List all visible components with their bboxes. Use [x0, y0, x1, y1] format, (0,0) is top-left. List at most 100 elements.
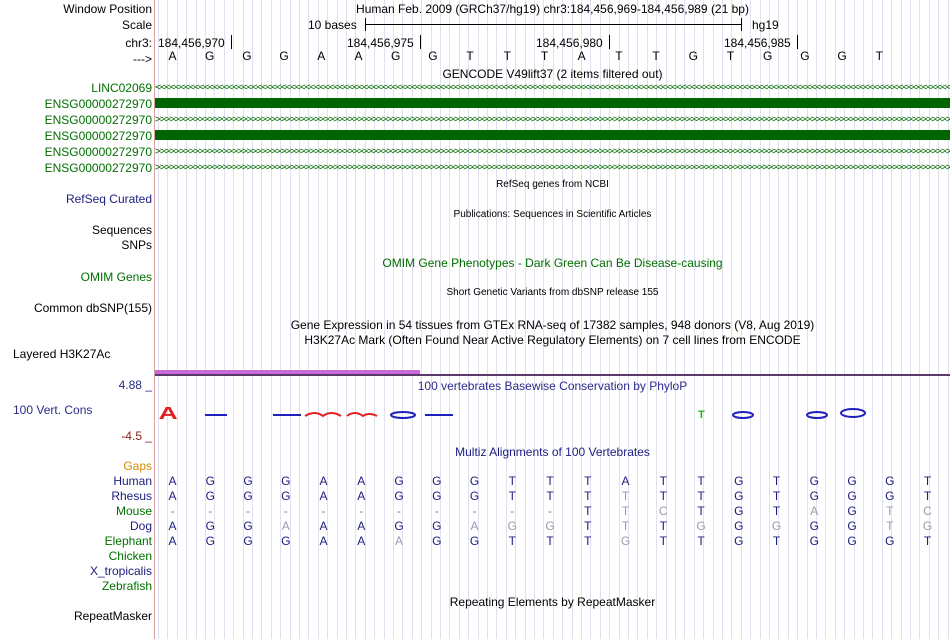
alignment-base: A — [281, 519, 290, 533]
sequences-title[interactable]: Publications: Sequences in Scientific Ar… — [453, 209, 652, 220]
dbsnp-title[interactable]: Short Genetic Variants from dbSNP releas… — [446, 287, 659, 298]
gridline — [703, 0, 704, 639]
alignment-base: T — [546, 534, 554, 548]
snps-label[interactable]: SNPs — [121, 238, 152, 252]
gencode-title[interactable]: GENCODE V49lift37 (2 items filtered out) — [442, 67, 663, 81]
scale-text: 10 bases — [308, 18, 357, 32]
layered-h3k27ac-label[interactable]: Layered H3K27Ac — [13, 347, 111, 361]
multiz-title[interactable]: Multiz Alignments of 100 Vertebrates — [455, 445, 650, 459]
position-tick — [231, 35, 232, 49]
alignment-base: T — [697, 489, 705, 503]
alignment-base: T — [546, 489, 554, 503]
alignment-base: G — [432, 519, 442, 533]
gridline — [750, 0, 751, 639]
gridline — [534, 0, 535, 639]
position-tick — [420, 35, 421, 49]
conservation-logo[interactable]: A T — [155, 398, 950, 424]
gridline — [731, 0, 732, 639]
alignment-base: T — [923, 474, 932, 488]
gridline — [938, 0, 939, 639]
gridline — [891, 0, 892, 639]
omim-title[interactable]: OMIM Gene Phenotypes - Dark Green Can Be… — [382, 256, 723, 270]
repeatmasker-title[interactable]: Repeating Elements by RepeatMasker — [449, 595, 656, 609]
gridline — [261, 0, 262, 639]
gridline — [901, 0, 902, 639]
refseq-title[interactable]: RefSeq genes from NCBI — [496, 179, 609, 190]
gridline — [271, 0, 272, 639]
gridline — [468, 0, 469, 639]
vert-cons-label[interactable]: 100 Vert. Cons — [13, 403, 93, 417]
gencode-label-ensg-2[interactable]: ENSG00000272970 — [44, 113, 152, 127]
species-label-chicken[interactable]: Chicken — [108, 549, 152, 563]
h3k27ac-signal-bar[interactable] — [155, 370, 420, 374]
gencode-gene-ensg-arrows-1[interactable]: >>>>>>>>>>>>>>>>>>>>>>>>>>>>>>>>>>>>>>>>… — [155, 114, 950, 125]
gridline — [844, 0, 845, 639]
gridline — [619, 0, 620, 639]
h3k27ac-title[interactable]: H3K27Ac Mark (Often Found Near Active Re… — [304, 333, 801, 347]
gencode-label-ensg-5[interactable]: ENSG00000272970 — [44, 161, 152, 175]
reference-base: A — [354, 49, 363, 63]
gridline — [825, 0, 826, 639]
sequences-label[interactable]: Sequences — [91, 223, 152, 237]
species-label-x-tropicalis[interactable]: X_tropicalis — [89, 564, 152, 578]
alignment-base: G — [205, 474, 215, 488]
gridline — [224, 0, 225, 639]
gencode-gene-ensg-solid-2[interactable] — [155, 130, 950, 140]
logo-letter-g-small — [806, 411, 828, 419]
gencode-gene-linc02069[interactable]: <<<<<<<<<<<<<<<<<<<<<<<<<<<<<<<<<<<<<<<<… — [155, 82, 950, 93]
gridline — [882, 0, 883, 639]
gridline — [327, 0, 328, 639]
gridline — [355, 0, 356, 639]
alignment-base: G — [734, 504, 744, 518]
alignment-base: T — [584, 519, 592, 533]
reference-base: G — [279, 49, 289, 63]
track-area[interactable]: Human Feb. 2009 (GRCh37/hg19) chr3:184,4… — [155, 0, 950, 639]
gridline — [572, 0, 573, 639]
gaps-label[interactable]: Gaps — [123, 459, 152, 473]
conservation-title[interactable]: 100 vertebrates Basewise Conservation by… — [417, 379, 688, 393]
logo-letter-g-flat — [425, 414, 453, 416]
alignment-base: G — [847, 519, 857, 533]
logo-letter-g-small — [390, 411, 416, 419]
repeatmasker-label[interactable]: RepeatMasker — [73, 609, 152, 623]
gtex-title[interactable]: Gene Expression in 54 tissues from GTEx … — [290, 318, 815, 332]
omim-genes-label[interactable]: OMIM Genes — [80, 270, 152, 284]
logo-letter-t: T — [698, 409, 705, 421]
reference-base: T — [615, 49, 623, 63]
gridline — [778, 0, 779, 639]
logo-letter-a-small — [346, 412, 378, 418]
alignment-base: A — [319, 534, 328, 548]
gencode-label-ensg-1[interactable]: ENSG00000272970 — [44, 97, 152, 111]
gencode-gene-ensg-arrows-3[interactable]: >>>>>>>>>>>>>>>>>>>>>>>>>>>>>>>>>>>>>>>>… — [155, 162, 950, 173]
species-label-zebrafish[interactable]: Zebrafish — [101, 579, 152, 593]
alignment-base: T — [584, 474, 592, 488]
reference-base: G — [242, 49, 252, 63]
gencode-label-linc02069[interactable]: LINC02069 — [91, 81, 152, 95]
species-label-human[interactable]: Human — [113, 474, 152, 488]
gridline — [487, 0, 488, 639]
species-label-dog[interactable]: Dog — [129, 519, 152, 533]
gencode-label-ensg-4[interactable]: ENSG00000272970 — [44, 145, 152, 159]
gridline — [929, 0, 930, 639]
gridline — [854, 0, 855, 639]
strand-arrow-label: ---> — [133, 52, 152, 66]
reference-base: G — [688, 49, 698, 63]
gridline — [863, 0, 864, 639]
gridline — [478, 0, 479, 639]
gencode-gene-ensg-solid-1[interactable] — [155, 98, 950, 108]
species-label-mouse[interactable]: Mouse — [115, 504, 152, 518]
gridline — [365, 0, 366, 639]
alignment-base: G — [432, 489, 442, 503]
alignment-base: G — [734, 534, 744, 548]
refseq-curated-label[interactable]: RefSeq Curated — [65, 192, 152, 206]
species-label-elephant[interactable]: Elephant — [104, 534, 152, 548]
scale-bar-right-end — [741, 18, 742, 31]
gencode-gene-ensg-arrows-2[interactable]: >>>>>>>>>>>>>>>>>>>>>>>>>>>>>>>>>>>>>>>>… — [155, 146, 950, 157]
alignment-base: G — [545, 519, 555, 533]
conservation-ymax: 4.88 _ — [118, 378, 152, 392]
common-dbsnp-label[interactable]: Common dbSNP(155) — [33, 301, 152, 315]
gridline — [684, 0, 685, 639]
gencode-label-ensg-3[interactable]: ENSG00000272970 — [44, 129, 152, 143]
gridline — [553, 0, 554, 639]
species-label-rhesus[interactable]: Rhesus — [111, 489, 152, 503]
